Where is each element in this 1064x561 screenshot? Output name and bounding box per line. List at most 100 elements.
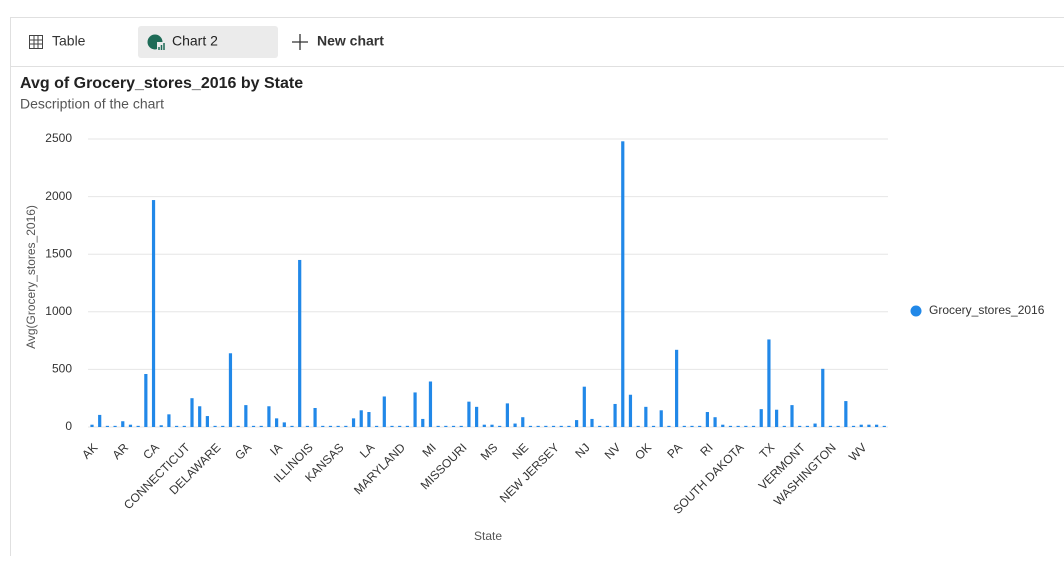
bar <box>375 426 378 427</box>
bar <box>360 410 363 427</box>
bar <box>352 418 355 427</box>
bar <box>867 425 870 427</box>
y-tick-label: 2000 <box>45 189 72 203</box>
bar <box>337 426 340 427</box>
bar <box>167 414 170 427</box>
bar <box>683 426 686 427</box>
bar <box>306 426 309 427</box>
bar <box>490 425 493 427</box>
bar <box>629 395 632 427</box>
chart-title: Avg of Grocery_stores_2016 by State <box>20 75 303 92</box>
bar <box>729 426 732 427</box>
bar <box>667 426 670 427</box>
bar <box>690 426 693 427</box>
bar <box>144 374 147 427</box>
bar <box>537 426 540 427</box>
bar <box>821 369 824 427</box>
bar <box>475 407 478 427</box>
bar <box>844 401 847 427</box>
bar <box>229 353 232 427</box>
bar <box>260 426 263 427</box>
bar <box>744 426 747 427</box>
bar <box>437 426 440 427</box>
bar <box>398 426 401 427</box>
bar <box>198 406 201 427</box>
bar <box>637 426 640 427</box>
bar <box>252 426 255 427</box>
bar <box>590 419 593 427</box>
bar <box>160 425 163 427</box>
bar <box>752 426 755 427</box>
bar <box>413 392 416 427</box>
bar <box>498 426 501 427</box>
tab-table[interactable]: Table <box>30 33 86 49</box>
bar <box>760 409 763 427</box>
bar <box>721 425 724 427</box>
bar <box>344 426 347 427</box>
bar <box>206 416 209 427</box>
bar <box>560 426 563 427</box>
bar <box>406 426 409 427</box>
bar <box>529 426 532 427</box>
bar <box>698 426 701 427</box>
bar <box>444 426 447 427</box>
bar <box>244 405 247 427</box>
bar <box>644 407 647 427</box>
bar <box>137 426 140 427</box>
bar <box>213 426 216 427</box>
bar <box>267 406 270 427</box>
bar <box>106 426 109 427</box>
bar <box>183 426 186 427</box>
tab-label: New chart <box>317 33 384 49</box>
bar <box>852 426 855 427</box>
tab-label: Chart 2 <box>172 33 218 49</box>
bar <box>390 426 393 427</box>
panel <box>11 18 1064 557</box>
bar <box>613 404 616 427</box>
bar <box>598 426 601 427</box>
bar <box>275 418 278 427</box>
bar <box>90 425 93 427</box>
bar <box>383 396 386 427</box>
bar <box>575 420 578 427</box>
y-tick-label: 500 <box>52 362 72 376</box>
bar <box>98 415 101 427</box>
bar <box>860 425 863 427</box>
bar <box>221 426 224 427</box>
bar <box>452 426 455 427</box>
bar <box>706 412 709 427</box>
bar <box>767 339 770 427</box>
bar <box>506 403 509 427</box>
y-tick-label: 0 <box>65 419 72 433</box>
bar <box>675 350 678 427</box>
bar <box>552 426 555 427</box>
bar <box>283 422 286 427</box>
bar <box>313 408 316 427</box>
bar <box>606 426 609 427</box>
y-tick-label: 2500 <box>45 131 72 145</box>
bar <box>783 426 786 427</box>
bar <box>567 426 570 427</box>
y-tick-label: 1500 <box>45 246 72 260</box>
bar <box>652 426 655 427</box>
bar <box>367 412 370 427</box>
tab-chart[interactable]: Chart 2 <box>138 26 278 58</box>
bar <box>660 410 663 427</box>
bar <box>583 387 586 427</box>
bar <box>152 200 155 427</box>
bar <box>875 425 878 427</box>
bar <box>321 426 324 427</box>
bar <box>190 398 193 427</box>
bar <box>121 421 124 427</box>
bar <box>883 426 886 427</box>
bar <box>544 426 547 427</box>
bar <box>113 426 116 427</box>
bar <box>129 425 132 427</box>
bar <box>329 426 332 427</box>
bar <box>460 426 463 427</box>
bar <box>237 426 240 427</box>
bar <box>290 426 293 427</box>
bar <box>483 425 486 427</box>
bar <box>298 260 301 427</box>
